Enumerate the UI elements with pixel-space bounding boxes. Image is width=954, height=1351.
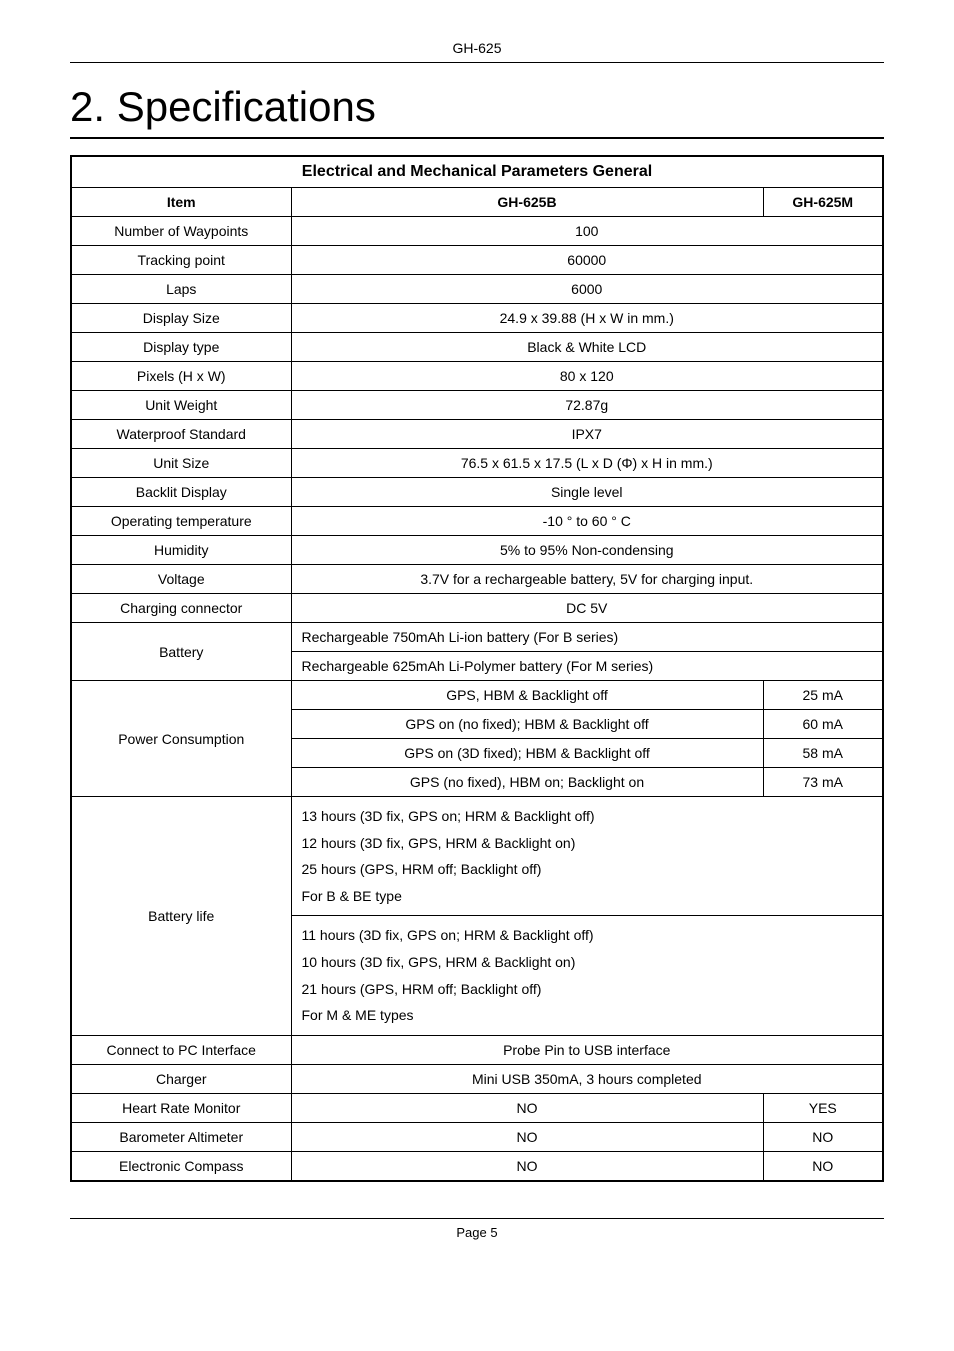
power-val: 58 mA [763,739,883,768]
row-label: Humidity [71,536,291,565]
row-label: Barometer Altimeter [71,1122,291,1151]
row-label: Tracking point [71,246,291,275]
row-value: 60000 [291,246,883,275]
table-row: Tracking point 60000 [71,246,883,275]
table-row: Display type Black & White LCD [71,333,883,362]
row-label: Unit Size [71,449,291,478]
row-value-m: YES [763,1093,883,1122]
row-label: Number of Waypoints [71,217,291,246]
row-value: 72.87g [291,391,883,420]
spec-table: Electrical and Mechanical Parameters Gen… [70,155,884,1182]
row-value: 100 [291,217,883,246]
power-val: 73 mA [763,768,883,797]
battlife-line: For B & BE type [302,888,402,904]
battlife-line: 11 hours (3D fix, GPS on; HRM & Backligh… [302,927,594,943]
table-row: Humidity 5% to 95% Non-condensing [71,536,883,565]
row-label: Electronic Compass [71,1151,291,1181]
table-row: Unit Size 76.5 x 61.5 x 17.5 (L x D (Φ) … [71,449,883,478]
battlife-line: 13 hours (3D fix, GPS on; HRM & Backligh… [302,808,595,824]
col-625m: GH-625M [763,188,883,217]
table-row: Pixels (H x W) 80 x 120 [71,362,883,391]
row-value-m: NO [763,1151,883,1181]
table-row: Barometer Altimeter NO NO [71,1122,883,1151]
row-value: 80 x 120 [291,362,883,391]
battlife-line: 10 hours (3D fix, GPS, HRM & Backlight o… [302,954,576,970]
table-row: Voltage 3.7V for a rechargeable battery,… [71,565,883,594]
row-value-b: NO [291,1093,763,1122]
row-label: Backlit Display [71,478,291,507]
row-value: Probe Pin to USB interface [291,1035,883,1064]
row-label: Charger [71,1064,291,1093]
col-625b: GH-625B [291,188,763,217]
table-caption-row: Electrical and Mechanical Parameters Gen… [71,156,883,188]
header-product: GH-625 [452,40,501,56]
table-row: Charger Mini USB 350mA, 3 hours complete… [71,1064,883,1093]
row-label: Connect to PC Interface [71,1035,291,1064]
table-row: Waterproof Standard IPX7 [71,420,883,449]
power-val: 25 mA [763,681,883,710]
table-row: Unit Weight 72.87g [71,391,883,420]
page-footer: Page 5 [70,1218,884,1240]
power-desc: GPS on (3D fixed); HBM & Backlight off [291,739,763,768]
row-label: Display type [71,333,291,362]
row-label: Unit Weight [71,391,291,420]
table-row: Laps 6000 [71,275,883,304]
row-value-b: NO [291,1151,763,1181]
table-row: Connect to PC Interface Probe Pin to USB… [71,1035,883,1064]
row-value: IPX7 [291,420,883,449]
col-item: Item [71,188,291,217]
row-value-m: NO [763,1122,883,1151]
row-value: 3.7V for a rechargeable battery, 5V for … [291,565,883,594]
row-label: Pixels (H x W) [71,362,291,391]
table-caption: Electrical and Mechanical Parameters Gen… [71,156,883,188]
row-label: Power Consumption [71,681,291,797]
row-value: Black & White LCD [291,333,883,362]
row-label: Battery [71,623,291,681]
battlife-line: 25 hours (GPS, HRM off; Backlight off) [302,861,542,877]
row-label: Display Size [71,304,291,333]
table-row: Backlit Display Single level [71,478,883,507]
power-val: 60 mA [763,710,883,739]
row-label: Battery life [71,797,291,1036]
row-value: 24.9 x 39.88 (H x W in mm.) [291,304,883,333]
row-label: Heart Rate Monitor [71,1093,291,1122]
section-title: 2. Specifications [70,83,884,139]
battlife-line: 12 hours (3D fix, GPS, HRM & Backlight o… [302,835,576,851]
row-value: 5% to 95% Non-condensing [291,536,883,565]
battlife-block2: 11 hours (3D fix, GPS on; HRM & Backligh… [291,916,883,1035]
row-label: Voltage [71,565,291,594]
row-value: Single level [291,478,883,507]
row-value: DC 5V [291,594,883,623]
table-row: Battery life 13 hours (3D fix, GPS on; H… [71,797,883,916]
footer-page: Page 5 [456,1225,497,1240]
row-label: Laps [71,275,291,304]
page: GH-625 2. Specifications Electrical and … [0,0,954,1270]
battlife-line: For M & ME types [302,1007,414,1023]
row-value: -10 ° to 60 ° C [291,507,883,536]
table-row: Number of Waypoints 100 [71,217,883,246]
battery-line2: Rechargeable 625mAh Li-Polymer battery (… [291,652,883,681]
row-label: Waterproof Standard [71,420,291,449]
battery-line1: Rechargeable 750mAh Li-ion battery (For … [291,623,883,652]
table-row: Heart Rate Monitor NO YES [71,1093,883,1122]
power-desc: GPS, HBM & Backlight off [291,681,763,710]
page-header: GH-625 [70,40,884,63]
row-value: 6000 [291,275,883,304]
row-value: 76.5 x 61.5 x 17.5 (L x D (Φ) x H in mm.… [291,449,883,478]
table-row: Electronic Compass NO NO [71,1151,883,1181]
battlife-line: 21 hours (GPS, HRM off; Backlight off) [302,981,542,997]
row-value-b: NO [291,1122,763,1151]
table-header-row: Item GH-625B GH-625M [71,188,883,217]
power-desc: GPS on (no fixed); HBM & Backlight off [291,710,763,739]
row-value: Mini USB 350mA, 3 hours completed [291,1064,883,1093]
table-row: Power Consumption GPS, HBM & Backlight o… [71,681,883,710]
table-row: Battery Rechargeable 750mAh Li-ion batte… [71,623,883,652]
row-label: Operating temperature [71,507,291,536]
power-desc: GPS (no fixed), HBM on; Backlight on [291,768,763,797]
battlife-block1: 13 hours (3D fix, GPS on; HRM & Backligh… [291,797,883,916]
row-label: Charging connector [71,594,291,623]
table-row: Display Size 24.9 x 39.88 (H x W in mm.) [71,304,883,333]
table-row: Operating temperature -10 ° to 60 ° C [71,507,883,536]
table-row: Charging connector DC 5V [71,594,883,623]
